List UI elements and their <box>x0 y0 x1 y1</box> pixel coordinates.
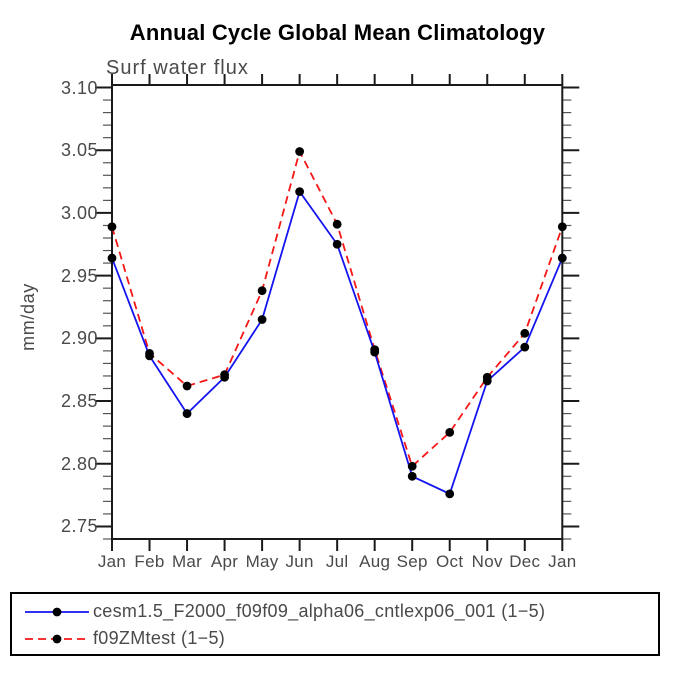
x-tick-label: Mar <box>171 552 203 571</box>
legend-label-f09zmtest: f09ZMtest (1−5) <box>93 628 226 648</box>
legend-marker-blue-solid <box>25 607 89 616</box>
data-point-marker <box>332 219 342 229</box>
data-point-marker <box>445 427 455 437</box>
data-point-marker <box>182 381 192 391</box>
data-point-marker <box>370 345 380 355</box>
data-point-marker <box>257 286 267 296</box>
data-point-marker <box>407 471 417 481</box>
legend-box: cesm1.5_F2000_f09f09_alpha06_cntlexp06_0… <box>10 592 660 656</box>
legend-label-cesm: cesm1.5_F2000_f09f09_alpha06_cntlexp06_0… <box>93 601 546 621</box>
legend-dot-icon <box>52 634 62 643</box>
x-tick-label: Nov <box>471 552 503 571</box>
y-tick-label: 2.95 <box>60 265 98 286</box>
y-tick-label: 3.05 <box>60 140 98 161</box>
data-point-marker <box>482 372 492 382</box>
data-point-marker <box>107 253 117 263</box>
data-point-marker <box>407 461 417 471</box>
chart-title: Annual Cycle Global Mean Climatology <box>129 20 546 45</box>
data-point-marker <box>445 489 455 499</box>
y-tick-label: 2.80 <box>60 453 98 474</box>
data-point-marker <box>295 147 305 156</box>
data-point-marker <box>257 315 267 324</box>
data-point-marker <box>145 348 154 358</box>
data-point-marker <box>182 409 192 418</box>
x-tick-label: Oct <box>436 552 464 571</box>
y-tick-label: 2.75 <box>60 516 98 537</box>
x-tick-label: Dec <box>509 552 541 571</box>
series-line-solid <box>111 189 564 496</box>
chart-subtitle: Surf water flux <box>106 57 249 79</box>
y-tick-label: 3.10 <box>60 77 98 98</box>
data-point-marker <box>220 370 229 380</box>
legend-marker-red-dashed <box>25 634 89 643</box>
plot-frame <box>111 84 564 540</box>
x-tick-label: Sep <box>396 552 428 571</box>
data-point-marker <box>557 222 567 232</box>
legend-item-cesm: cesm1.5_F2000_f09f09_alpha06_cntlexp06_0… <box>24 598 658 625</box>
x-tick-label: Jan <box>97 552 127 571</box>
legend-dot-icon <box>52 607 62 616</box>
x-tick-label: Jun <box>285 552 314 571</box>
x-tick-label: Feb <box>134 552 165 571</box>
y-tick-label: 2.90 <box>60 328 98 349</box>
y-tick-label: 2.85 <box>60 391 98 412</box>
x-tick-label: May <box>245 552 279 571</box>
x-tick-label: Jul <box>325 552 349 571</box>
data-point-marker <box>107 222 117 232</box>
legend-item-f09zmtest: f09ZMtest (1−5) <box>24 625 658 652</box>
data-point-marker <box>332 239 342 249</box>
y-tick-label: 3.00 <box>60 202 98 223</box>
data-point-marker <box>557 253 567 263</box>
data-point-marker <box>295 187 305 197</box>
x-tick-label: Apr <box>210 552 239 571</box>
data-point-marker <box>520 328 530 338</box>
data-point-marker <box>520 342 530 352</box>
series-line-dashed <box>111 148 564 468</box>
x-tick-label: Aug <box>359 552 391 571</box>
x-tick-label: Jan <box>548 552 577 571</box>
